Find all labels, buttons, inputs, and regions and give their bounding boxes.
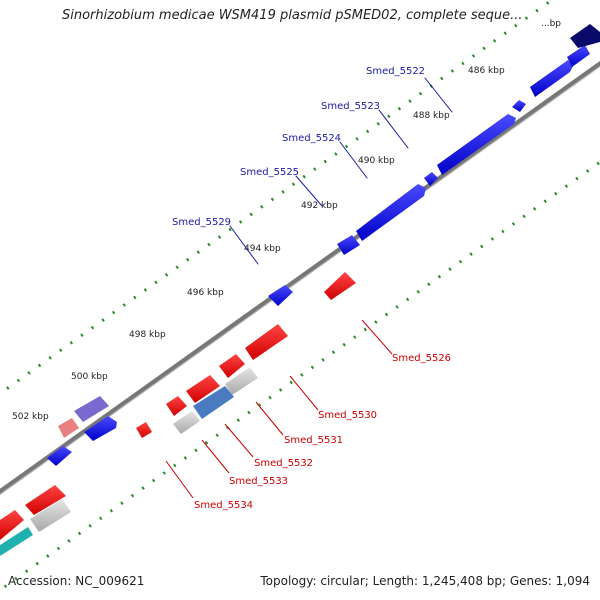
gene-arrow[interactable] — [186, 375, 220, 403]
gene-arrow[interactable] — [30, 499, 71, 532]
tick-label: ...bp — [541, 19, 561, 29]
gene-arrow[interactable] — [0, 527, 33, 556]
leader-line — [224, 423, 254, 458]
leader-line — [165, 460, 194, 499]
leader-line — [424, 77, 453, 113]
gene-arrow[interactable] — [136, 422, 152, 438]
leader-line — [229, 225, 259, 265]
gene-label-bottom[interactable]: Smed_5533 — [229, 476, 288, 487]
map-title: Sinorhizobium medicae WSM419 plasmid pSM… — [62, 8, 523, 23]
gene-arrow[interactable] — [437, 114, 516, 175]
gene-arrow[interactable] — [424, 172, 438, 186]
tick-label: 500 kbp — [71, 372, 108, 382]
gene-arrow[interactable] — [25, 485, 66, 515]
gene-label-bottom[interactable]: Smed_5530 — [318, 410, 377, 421]
gene-label-top[interactable]: Smed_5522 — [366, 66, 425, 77]
inner-dotted-track — [0, 105, 600, 596]
leader-line — [255, 401, 284, 436]
gene-arrow[interactable] — [356, 184, 426, 241]
leader-line — [289, 375, 319, 411]
gene-arrow[interactable] — [0, 510, 24, 540]
gene-label-bottom[interactable]: Smed_5534 — [194, 500, 253, 511]
gene-arrow[interactable] — [193, 386, 234, 419]
gene-label-top[interactable]: Smed_5529 — [172, 217, 231, 228]
gene-arrow[interactable] — [324, 272, 356, 300]
tick-label: 488 kbp — [413, 111, 450, 121]
gene-arrow[interactable] — [225, 367, 258, 395]
tick-label: 494 kbp — [244, 244, 281, 254]
gene-arrow[interactable] — [268, 285, 293, 306]
leader-line — [339, 141, 368, 179]
tick-label: 492 kbp — [301, 201, 338, 211]
tick-label: 490 kbp — [358, 156, 395, 166]
gene-label-bottom[interactable]: Smed_5531 — [284, 435, 343, 446]
gene-arrow[interactable] — [74, 396, 109, 422]
leader-line — [361, 319, 393, 355]
gene-label-top[interactable]: Smed_5524 — [282, 133, 341, 144]
gene-arrow[interactable] — [567, 45, 590, 67]
tick-label: 502 kbp — [12, 412, 49, 422]
gene-arrow[interactable] — [245, 324, 288, 360]
gene-label-bottom[interactable]: Smed_5526 — [392, 353, 451, 364]
gene-arrow[interactable] — [166, 396, 187, 416]
gene-arrow[interactable] — [530, 60, 573, 97]
gene-arrow[interactable] — [337, 235, 360, 255]
gene-arrow[interactable] — [219, 354, 245, 378]
genome-backbone — [0, 39, 600, 532]
gene-label-top[interactable]: Smed_5523 — [321, 101, 380, 112]
gene-arrow[interactable] — [47, 446, 72, 466]
leader-line — [201, 439, 230, 474]
gene-label-bottom[interactable]: Smed_5532 — [254, 458, 313, 469]
gene-arrow[interactable] — [512, 100, 526, 112]
gene-label-top[interactable]: Smed_5525 — [240, 167, 299, 178]
reverse-gene-track — [0, 272, 356, 556]
leader-line — [378, 109, 409, 149]
gene-arrow[interactable] — [58, 418, 79, 438]
gene-arrow[interactable] — [173, 411, 200, 434]
forward-gene-track — [47, 24, 600, 466]
gene-arrow[interactable] — [84, 416, 117, 441]
accession-text: Accession: NC_009621 — [8, 574, 145, 588]
tick-label: 486 kbp — [468, 66, 505, 76]
leader-line — [295, 175, 323, 207]
genome-summary-text: Topology: circular; Length: 1,245,408 bp… — [260, 574, 590, 588]
tick-label: 498 kbp — [129, 330, 166, 340]
gene-arrow[interactable] — [570, 24, 600, 48]
tick-label: 496 kbp — [187, 288, 224, 298]
